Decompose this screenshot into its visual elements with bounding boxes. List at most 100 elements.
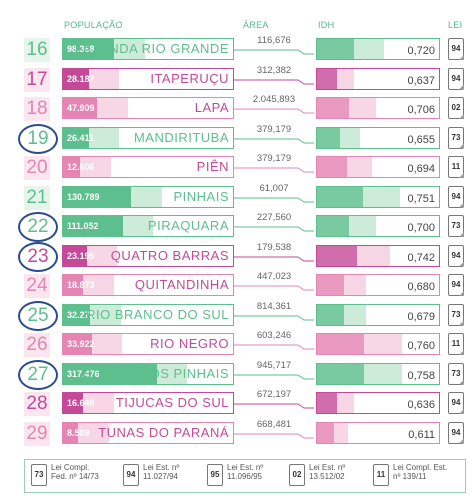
table-row: 22 111.052 PIRAQUARA 227,560 0,700 73 bbox=[0, 212, 472, 242]
area-line bbox=[234, 167, 314, 173]
header-lei: LEI bbox=[448, 20, 463, 30]
population-bar: 16.646 TIJUCAS DO SUL bbox=[62, 392, 234, 414]
idh-value: 0,742 bbox=[407, 251, 435, 264]
idh-fill-dark bbox=[317, 422, 334, 443]
idh-value: 0,680 bbox=[407, 281, 435, 293]
area-line bbox=[234, 49, 314, 55]
table-row: 23 23.199 QUATRO BARRAS 179,538 0,742 94 bbox=[0, 241, 472, 272]
population-fill-light bbox=[83, 275, 114, 295]
legend-text-line2: 11.027/94 bbox=[143, 472, 178, 481]
area-value: 945,717 bbox=[256, 359, 292, 371]
row-number: 17 bbox=[24, 67, 50, 92]
idh-value: 0,637 bbox=[407, 74, 435, 87]
idh-value: 0,655 bbox=[407, 133, 435, 146]
population-fill bbox=[63, 216, 123, 236]
area-cell: 179,538 bbox=[234, 242, 314, 264]
population-fill-light bbox=[86, 245, 118, 266]
idh-value: 0,694 bbox=[407, 163, 435, 175]
idh-value: 0,720 bbox=[407, 45, 435, 57]
area-line bbox=[234, 344, 314, 350]
idh-value: 0,751 bbox=[407, 192, 435, 205]
header-area: ÁREA bbox=[243, 20, 269, 30]
legend-text: Lei Est. nº 11.096/95 bbox=[227, 463, 263, 481]
legend-text-line1: Lei Est. nº bbox=[309, 463, 346, 472]
idh-fill-dark bbox=[317, 393, 338, 413]
idh-fill-dark bbox=[317, 186, 363, 207]
area-cell: 603,246 bbox=[234, 330, 314, 352]
law-badge: 94 bbox=[448, 67, 464, 90]
row-number: 23 bbox=[18, 241, 58, 272]
idh-bar: 0,680 bbox=[316, 274, 440, 296]
legend-badge: 73 bbox=[31, 464, 47, 486]
table-row: 29 8.509 TUNAS DO PARANÁ 668,481 0,611 94 bbox=[0, 418, 472, 447]
population-fill bbox=[63, 39, 114, 59]
area-value: 227,560 bbox=[256, 212, 292, 223]
idh-value: 0,636 bbox=[407, 399, 435, 411]
law-badge: 94 bbox=[448, 274, 464, 296]
municipality-name: ITAPERUÇU bbox=[150, 70, 229, 86]
population-value: 130.789 bbox=[67, 191, 100, 202]
population-fill-light bbox=[78, 422, 109, 443]
legend: 73 Lei Compl. Fed. nº 14/73 94 Lei Est. nº 11… bbox=[24, 459, 466, 493]
legend-badge: 11 bbox=[373, 464, 389, 486]
population-value: 23.199 bbox=[67, 250, 95, 261]
row-number: 28 bbox=[24, 392, 50, 416]
population-value: 12.606 bbox=[67, 162, 95, 172]
municipality-name: PIRAQUARA bbox=[147, 218, 229, 233]
table-row: 27 317.476 S. JOSÉ DOS PINHAIS 945,717 0,758… bbox=[0, 359, 472, 390]
municipality-name: QUITANDINHA bbox=[134, 277, 229, 292]
population-bar: 28.187 ITAPERUÇU bbox=[62, 67, 234, 90]
population-fill-light bbox=[114, 39, 145, 59]
row-number: 24 bbox=[24, 274, 50, 298]
row-number: 19 bbox=[18, 123, 58, 154]
population-value: 32.273 bbox=[67, 309, 95, 320]
area-value: 668,481 bbox=[256, 418, 292, 430]
population-bar: 12.606 PIÊN bbox=[62, 156, 234, 178]
population-bar: 32.273 RIO BRANCO DO SUL bbox=[62, 303, 234, 326]
idh-bar: 0,720 bbox=[316, 38, 440, 60]
population-value: 16.646 bbox=[67, 398, 95, 408]
area-value: 447,023 bbox=[256, 271, 292, 282]
population-bar: 98.368 FAZENDA RIO GRANDE bbox=[62, 38, 234, 60]
population-value: 18.873 bbox=[67, 280, 95, 290]
idh-fill-dark bbox=[317, 304, 344, 325]
legend-text: Lei Compl. Fed. nº 14/73 bbox=[51, 463, 99, 481]
municipality-name: PINHAIS bbox=[173, 188, 229, 204]
population-fill-light bbox=[90, 304, 121, 325]
area-line bbox=[234, 79, 314, 84]
area-line bbox=[234, 315, 314, 320]
legend-text-line1: Lei Compl. bbox=[51, 463, 90, 472]
table-row: 26 33.922 RIO NEGRO 603,246 0,760 11 bbox=[0, 330, 472, 358]
population-bar: 111.052 PIRAQUARA bbox=[62, 215, 234, 237]
population-value: 98.368 bbox=[67, 44, 95, 54]
table-row: 21 130.789 PINHAIS 61,007 0,751 94 bbox=[0, 183, 472, 211]
table-row: 25 32.273 RIO BRANCO DO SUL 814,361 0,679 73 bbox=[0, 300, 472, 331]
area-cell: 668,481 bbox=[234, 418, 314, 441]
population-bar: 8.509 TUNAS DO PARANÁ bbox=[62, 421, 234, 444]
municipality-name: S. JOSÉ DOS PINHAIS bbox=[82, 365, 229, 381]
population-fill bbox=[63, 363, 157, 384]
area-cell: 945,717 bbox=[234, 359, 314, 382]
legend-text: Lei Est. nº 13.512/02 bbox=[309, 463, 345, 481]
population-bar: 23.199 QUATRO BARRAS bbox=[62, 244, 234, 267]
population-value: 317.476 bbox=[67, 368, 100, 379]
population-fill bbox=[63, 275, 84, 295]
area-value: 116,676 bbox=[257, 35, 291, 46]
table-row: 19 26.411 MANDIRITUBA 379,179 0,655 73 bbox=[0, 123, 472, 154]
area-line bbox=[234, 285, 314, 291]
population-fill-light bbox=[131, 186, 162, 207]
municipality-name: QUATRO BARRAS bbox=[110, 247, 229, 263]
idh-fill-dark bbox=[317, 68, 338, 89]
idh-bar: 0,760 bbox=[316, 333, 440, 355]
population-value: 47.909 bbox=[67, 103, 95, 113]
population-value: 28.187 bbox=[67, 73, 95, 84]
population-fill bbox=[63, 422, 79, 443]
table-row: 20 12.606 PIÊN 379,179 0,694 11 bbox=[0, 153, 472, 181]
area-line bbox=[234, 138, 314, 143]
population-fill-light bbox=[88, 127, 120, 148]
row-number: 18 bbox=[24, 97, 50, 121]
population-fill bbox=[63, 304, 91, 325]
legend-text: Lei Est. nº 11.027/94 bbox=[143, 463, 179, 481]
legend-text-line2: Fed. nº 14/73 bbox=[51, 472, 99, 481]
population-fill bbox=[63, 157, 80, 177]
